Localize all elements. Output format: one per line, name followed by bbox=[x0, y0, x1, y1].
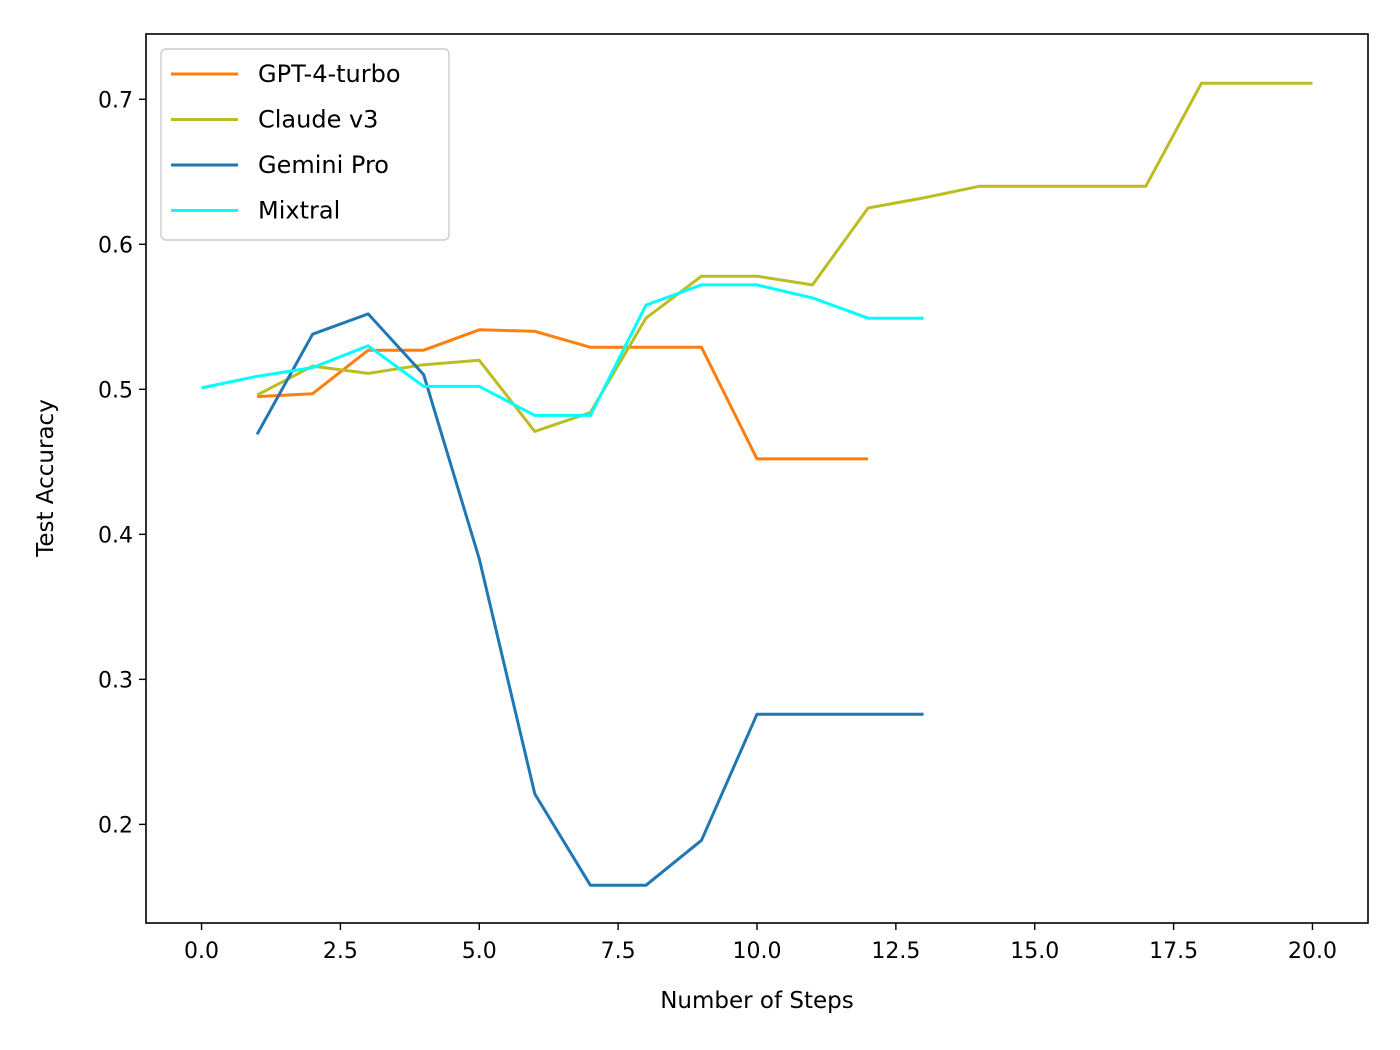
x-tick-label: 0.0 bbox=[184, 939, 219, 964]
y-tick-label: 0.6 bbox=[98, 233, 133, 258]
series-line-claude-v3 bbox=[256, 81, 1313, 433]
legend-label-mixtral: Mixtral bbox=[258, 197, 340, 225]
x-tick-label: 10.0 bbox=[733, 939, 782, 964]
legend-label-claude-v3: Claude v3 bbox=[258, 106, 378, 134]
y-tick-label: 0.3 bbox=[98, 668, 133, 693]
legend-items: GPT-4-turbo Claude v3 Gemini Pro Mixtral bbox=[171, 60, 401, 225]
x-tick-label: 5.0 bbox=[462, 939, 497, 964]
y-tick-label: 0.2 bbox=[98, 813, 133, 838]
x-tick-label: 2.5 bbox=[323, 939, 358, 964]
y-axis-label: Test Accuracy bbox=[33, 399, 59, 558]
x-axis: 0.0 2.5 5.0 7.5 10.0 12.5 15.0 17.5 20.0 bbox=[184, 923, 1337, 964]
y-axis: 0.2 0.3 0.4 0.5 0.6 0.7 bbox=[98, 88, 146, 838]
x-tick-label: 20.0 bbox=[1288, 939, 1337, 964]
y-tick-label: 0.5 bbox=[98, 378, 133, 403]
x-tick-label: 7.5 bbox=[601, 939, 636, 964]
y-tick-label: 0.4 bbox=[98, 523, 133, 548]
x-tick-label: 15.0 bbox=[1010, 939, 1059, 964]
series-layer bbox=[201, 81, 1313, 887]
series-line-gpt-4-turbo bbox=[257, 328, 869, 461]
series-line-mixtral bbox=[201, 283, 924, 417]
series-line-gemini-pro bbox=[255, 312, 924, 887]
x-tick-label: 17.5 bbox=[1149, 939, 1198, 964]
x-axis-label: Number of Steps bbox=[660, 988, 854, 1014]
legend-label-gemini-pro: Gemini Pro bbox=[258, 151, 389, 179]
legend-box bbox=[160, 48, 450, 241]
legend-label-gpt-4-turbo: GPT-4-turbo bbox=[258, 60, 401, 88]
x-tick-label: 12.5 bbox=[871, 939, 920, 964]
y-tick-label: 0.7 bbox=[98, 88, 133, 113]
legend: GPT-4-turbo Claude v3 Gemini Pro Mixtral bbox=[160, 48, 450, 241]
